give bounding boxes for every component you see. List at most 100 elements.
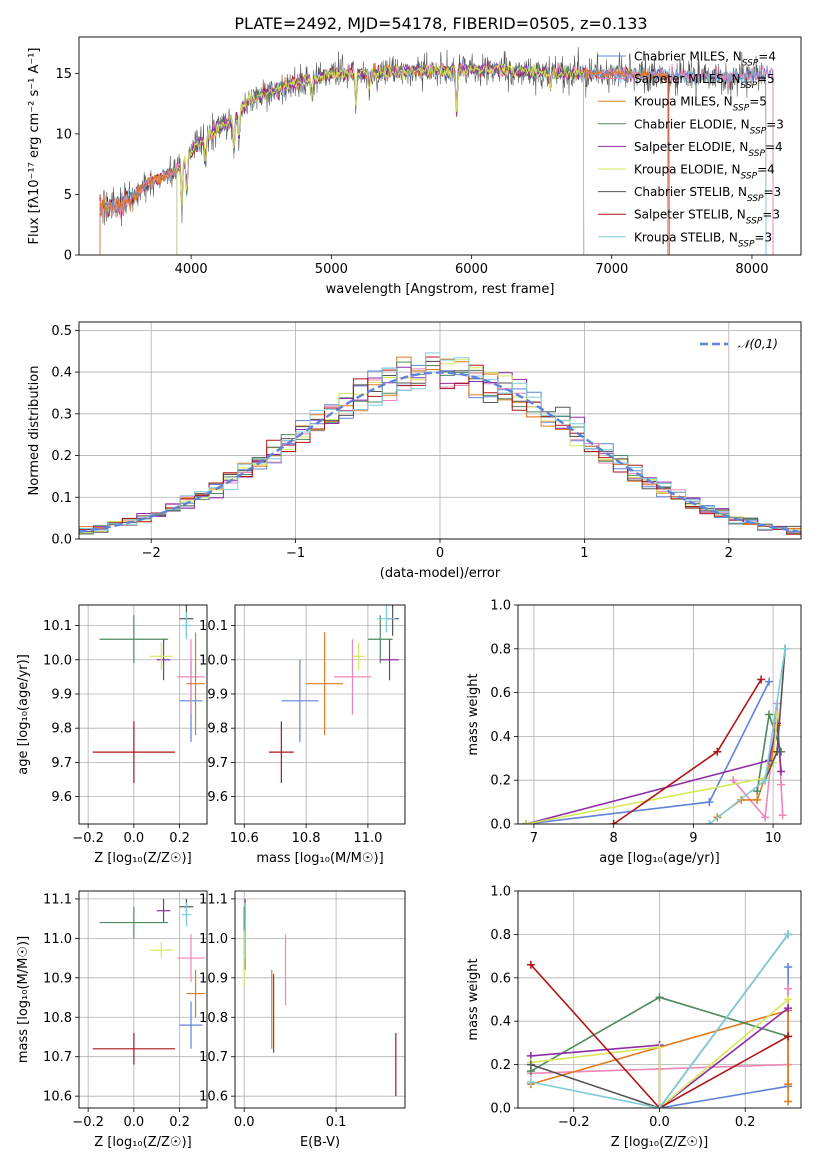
normal-reference-curve — [79, 371, 799, 533]
x-tick-label: 10.6 — [230, 831, 259, 846]
y-tick-label: 0.0 — [490, 818, 511, 833]
errorbar-ke — [352, 642, 365, 671]
weight-line-se — [525, 723, 782, 824]
spectrum-series-se — [176, 61, 585, 255]
weight-series-ks — [526, 930, 793, 1108]
x-tick-label: 0.2 — [735, 1115, 756, 1130]
errorbar-sm — [333, 639, 371, 715]
errorbar-se — [156, 898, 171, 923]
y-tick-label: 9.6 — [207, 790, 228, 805]
x-axis-label: (data-model)/error — [380, 566, 501, 581]
weight-marker-ss — [609, 820, 618, 824]
residuals-legend: 𝒩(0,1) — [700, 337, 778, 351]
y-tick-label: 0.1 — [51, 491, 72, 506]
weight-series-ke — [521, 710, 782, 824]
errorbar-ks — [377, 605, 396, 633]
legend-label-normal: 𝒩(0,1) — [738, 337, 778, 351]
weight-series-ks — [705, 644, 790, 824]
weight-line-ke — [530, 998, 789, 1108]
y-tick-label: 0.2 — [51, 449, 72, 464]
legend-nssp: =3 — [764, 185, 782, 199]
weight-marker-ks — [705, 820, 714, 824]
weight-marker-ks — [781, 644, 790, 653]
errorbar-sm — [177, 934, 205, 982]
legend-label-se: Salpeter ELODIE, NSSP=4 — [634, 140, 783, 159]
legend-subscript: SSP — [742, 59, 759, 69]
z_age-frame — [78, 604, 208, 825]
y-tick-label: 5 — [64, 188, 72, 203]
weight-marker-ce — [655, 993, 664, 1002]
spectrum-series-sm — [99, 62, 774, 255]
legend-label-ss: Salpeter STELIB, NSSP=3 — [634, 208, 780, 227]
weight-marker-sm — [777, 780, 786, 789]
x-axis-label: wavelength [Angstrom, rest frame] — [326, 282, 555, 297]
legend-subscript: SSP — [750, 126, 767, 136]
weight-marker-sm — [784, 984, 793, 993]
y-axis-label: mass [log₁₀(M/M☉)] — [16, 936, 31, 1063]
x-tick-label: 0.0 — [234, 1115, 255, 1130]
x-axis-label: E(B-V) — [300, 1135, 340, 1150]
age_weight-axes: 7 8 9 10 0.0 0.2 0.4 0.6 0.8 1.0 age [log₁₀(age/yr… — [490, 599, 801, 866]
y-tick-label: 10.0 — [199, 653, 228, 668]
weight-marker-sm — [729, 776, 738, 785]
figure-title: PLATE=2492, MJD=54178, FIBERID=0505, z=0… — [234, 14, 647, 33]
y-tick-label: 10.8 — [43, 1011, 72, 1026]
residual-histograms — [79, 352, 801, 538]
weight-marker-ss — [784, 1032, 793, 1041]
y-tick-label: 0.2 — [490, 774, 511, 789]
y-tick-label: 9.7 — [207, 756, 228, 771]
x-tick-label: 0.2 — [169, 831, 190, 846]
x-tick-label: 10 — [765, 831, 782, 846]
x-tick-label: 8 — [610, 831, 618, 846]
weight-marker-ke — [784, 995, 793, 1004]
errorbar-se — [380, 639, 399, 681]
z_mass-frame — [78, 890, 208, 1109]
spectrum-series-cm — [99, 59, 774, 255]
x-axis-label: Z [log₁₀(Z/Z☉)] — [94, 851, 191, 866]
legend-label-ke: Kroupa ELODIE, NSSP=4 — [634, 163, 775, 182]
x-tick-label: 0.2 — [169, 1115, 190, 1130]
weight-line-ss — [530, 964, 789, 1108]
x-tick-label: 1 — [580, 546, 588, 561]
y-tick-label: 10.0 — [43, 653, 72, 668]
y-tick-label: 11.0 — [43, 932, 72, 947]
y-tick-label: 9.6 — [51, 790, 72, 805]
weight-marker-ks — [526, 1077, 535, 1086]
legend-subscript: SSP — [747, 194, 764, 204]
errorbar-sm — [177, 639, 205, 715]
spectrum-axes: 4000 5000 6000 7000 8000 0 5 10 15 wavelength [An… — [55, 67, 768, 297]
spectrum-lines — [99, 47, 774, 255]
weight-marker-km — [784, 1080, 793, 1089]
legend-subscript: SSP — [738, 239, 755, 249]
weight-series-ce — [753, 710, 786, 796]
weight-line-ke — [525, 714, 778, 824]
mass_age-frame — [234, 604, 406, 825]
weight-line-ks — [530, 933, 789, 1108]
y-tick-label: 10.6 — [199, 1090, 228, 1105]
y-tick-label: 10.7 — [199, 1050, 228, 1065]
y-axis-label: Flux [fλ10⁻¹⁷ erg cm⁻² s⁻¹ A⁻¹] — [27, 48, 42, 245]
errorbar-ce — [367, 615, 393, 664]
age_weight-series — [521, 644, 790, 824]
legend-nssp: =5 — [749, 95, 767, 109]
weight-marker-cs — [773, 747, 782, 756]
errorbar-ss — [269, 721, 294, 783]
z_weight-frame — [517, 890, 802, 1109]
weight-marker-ss — [526, 960, 535, 969]
legend-nssp: =3 — [766, 117, 784, 131]
legend-subscript: SSP — [741, 172, 758, 182]
weight-marker-ks — [761, 776, 770, 785]
errorbar-ss — [92, 1033, 175, 1065]
weight-marker-se — [784, 1004, 793, 1013]
y-tick-label: 0.6 — [490, 971, 511, 986]
legend-label-ce: Chabrier ELODIE, NSSP=3 — [634, 117, 784, 136]
weight-marker-ke — [655, 1043, 664, 1052]
errorbar-km — [306, 632, 344, 736]
weight-marker-ke — [521, 820, 530, 824]
weight-marker-ce — [753, 787, 762, 796]
y-tick-label: 15 — [55, 67, 72, 82]
weight-marker-ss — [757, 675, 766, 684]
weight-marker-sm — [761, 813, 770, 822]
weight-line-cm — [659, 967, 789, 1108]
y-axis-label: mass weight — [466, 673, 481, 755]
